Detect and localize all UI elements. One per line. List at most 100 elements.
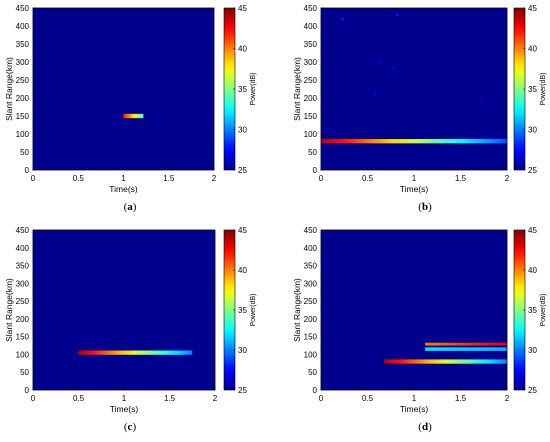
colorbar-tick-label-2: 35 — [238, 85, 247, 94]
colorbar-tick-label-0: 25 — [528, 386, 537, 395]
heatmap-background — [321, 8, 507, 170]
y-tick-label-8: 400 — [16, 22, 30, 31]
colorbar-tick-label-3: 40 — [528, 266, 537, 275]
y-tick-label-1: 50 — [308, 368, 317, 377]
x-tick-label-4: 2 — [212, 174, 217, 183]
colorbar-label: Power(dB) — [250, 293, 257, 326]
y-tick-label-2: 100 — [304, 130, 318, 139]
heatmap-background — [33, 8, 214, 170]
y-tick-label-3: 150 — [304, 333, 318, 342]
y-tick-label-4: 200 — [304, 315, 318, 324]
speckle-2 — [378, 61, 382, 64]
caption-letter: a — [127, 201, 133, 213]
x-axis-label: Time(s) — [400, 404, 429, 414]
caption-close-paren: ) — [428, 421, 432, 433]
y-axis-label: Slant Range(km) — [292, 57, 302, 121]
y-tick-label-1: 50 — [20, 368, 29, 377]
y-tick-label-5: 250 — [16, 297, 30, 306]
caption-open-paren: ( — [418, 201, 422, 213]
y-tick-label-3: 150 — [304, 112, 318, 121]
colorbar-tick-label-3: 40 — [238, 45, 247, 54]
x-tick-label-0: 0 — [319, 394, 324, 403]
y-tick-label-4: 200 — [16, 94, 30, 103]
x-tick-label-1: 0.5 — [73, 174, 85, 183]
y-tick-label-9: 450 — [304, 226, 318, 235]
colorbar-tick-label-4: 45 — [238, 226, 247, 235]
colorbar-tick-label-1: 30 — [528, 346, 537, 355]
colorbar-tick-label-3: 40 — [238, 266, 247, 275]
colorbar-tick-label-1: 30 — [238, 346, 247, 355]
y-tick-label-4: 200 — [304, 94, 318, 103]
colorbar-tick-label-4: 45 — [238, 4, 247, 13]
x-tick-label-3: 1.5 — [163, 174, 175, 183]
colorbar-label: Power(dB) — [250, 72, 257, 105]
caption-close-paren: ) — [133, 201, 137, 213]
y-tick-label-6: 300 — [304, 279, 318, 288]
y-tick-label-2: 100 — [16, 130, 30, 139]
colorbar-tick-label-3: 40 — [528, 45, 537, 54]
y-tick-label-7: 350 — [304, 40, 318, 49]
x-axis-label: Time(s) — [110, 404, 139, 414]
colorbar-tick-label-1: 30 — [528, 126, 537, 135]
heatmap-background — [33, 230, 215, 390]
x-tick-label-4: 2 — [505, 174, 510, 183]
y-tick-label-2: 100 — [304, 350, 318, 359]
y-tick-label-0: 0 — [25, 386, 30, 395]
y-tick-label-9: 450 — [16, 226, 30, 235]
y-tick-label-3: 150 — [16, 333, 30, 342]
y-tick-label-2: 100 — [16, 350, 30, 359]
x-axis-label: Time(s) — [400, 184, 429, 194]
caption-close-paren: ) — [428, 201, 432, 213]
x-tick-label-4: 2 — [505, 394, 510, 403]
echo-band-0 — [78, 350, 193, 355]
panel-d: 0 0.5 1 1.5 2 0 50 100 150 200 250 300 350 400 450 Time… — [292, 226, 547, 433]
x-tick-label-3: 1.5 — [164, 394, 176, 403]
y-tick-label-9: 450 — [304, 4, 318, 13]
echo-band-0 — [123, 113, 144, 119]
y-tick-label-6: 300 — [16, 58, 30, 67]
colorbar-tick-label-0: 25 — [528, 166, 537, 175]
panel-caption: (b) — [418, 201, 432, 213]
y-tick-label-0: 0 — [313, 166, 318, 175]
y-tick-label-5: 250 — [304, 76, 318, 85]
x-tick-label-4: 2 — [213, 394, 218, 403]
y-axis-label: Slant Range(km) — [292, 278, 302, 342]
y-tick-label-1: 50 — [20, 148, 29, 157]
x-tick-label-2: 1 — [412, 394, 417, 403]
speckle-4 — [373, 92, 377, 96]
panel-caption: (d) — [418, 421, 432, 433]
x-tick-label-3: 1.5 — [455, 174, 467, 183]
y-tick-label-1: 50 — [308, 148, 317, 157]
y-tick-label-8: 400 — [304, 244, 318, 253]
colorbar-tick-label-2: 35 — [528, 306, 537, 315]
x-tick-label-3: 1.5 — [455, 394, 467, 403]
x-tick-label-2: 1 — [121, 174, 126, 183]
panel-caption: (a) — [124, 201, 137, 213]
y-tick-label-4: 200 — [16, 315, 30, 324]
y-tick-label-0: 0 — [313, 386, 318, 395]
x-tick-label-1: 0.5 — [362, 174, 374, 183]
y-tick-label-6: 300 — [16, 279, 30, 288]
colorbar-tick-label-2: 35 — [528, 85, 537, 94]
x-tick-label-0: 0 — [319, 174, 324, 183]
colorbar-tick-label-0: 25 — [238, 386, 247, 395]
x-tick-label-0: 0 — [31, 174, 36, 183]
y-tick-label-3: 150 — [16, 112, 30, 121]
echo-band-1 — [425, 347, 507, 351]
caption-letter: d — [422, 421, 428, 433]
caption-letter: b — [422, 201, 428, 213]
y-tick-label-7: 350 — [304, 262, 318, 271]
speckle-3 — [392, 67, 396, 70]
colorbar-tick-label-4: 45 — [528, 4, 537, 13]
heatmap-background — [321, 230, 507, 390]
echo-band-2 — [425, 342, 507, 346]
x-tick-label-1: 0.5 — [73, 394, 85, 403]
caption-open-paren: ( — [124, 201, 128, 213]
echo-band-0 — [321, 139, 507, 144]
caption-open-paren: ( — [124, 421, 128, 433]
speckle-5 — [480, 97, 484, 101]
y-tick-label-6: 300 — [304, 58, 318, 67]
y-tick-label-5: 250 — [16, 76, 30, 85]
y-tick-label-8: 400 — [304, 22, 318, 31]
